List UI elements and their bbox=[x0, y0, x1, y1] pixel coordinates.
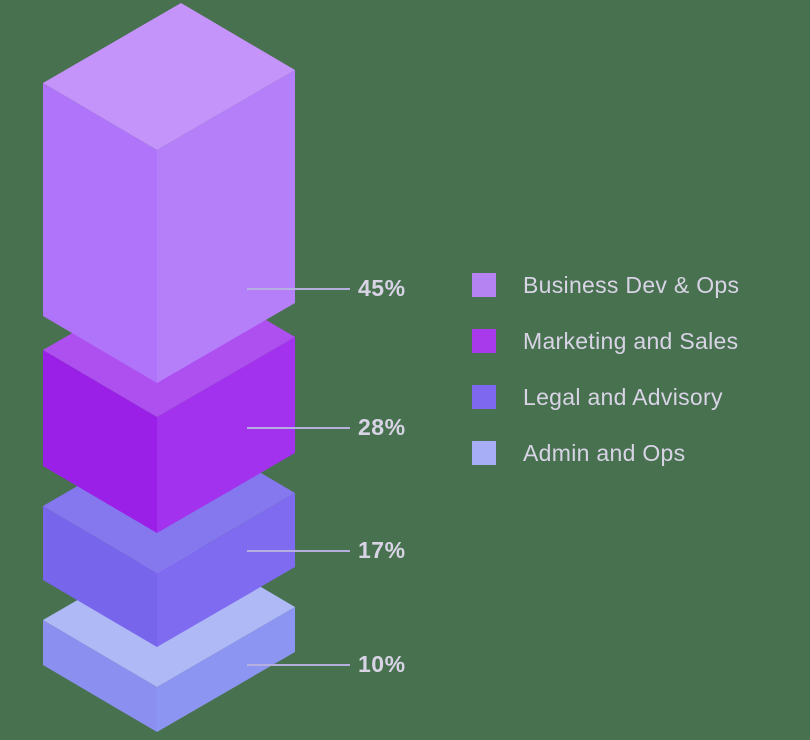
percent-label-legal-advisory: 17% bbox=[358, 537, 406, 563]
percent-label-marketing-sales: 28% bbox=[358, 414, 406, 440]
segment-0-top-face bbox=[43, 3, 295, 150]
legend: Business Dev & Ops Marketing and Sales L… bbox=[472, 271, 740, 466]
legend-swatch-admin-ops bbox=[472, 441, 496, 465]
segment-0-left-face bbox=[43, 83, 157, 383]
segment-0-right-face bbox=[157, 70, 295, 383]
legend-label-marketing-sales: Marketing and Sales bbox=[523, 327, 739, 354]
percent-label-business-dev-ops: 45% bbox=[358, 275, 406, 301]
legend-item-legal-advisory: Legal and Advisory bbox=[472, 383, 739, 410]
legend-item-marketing-sales: Marketing and Sales bbox=[472, 327, 739, 354]
legend-item-business-dev-ops: Business Dev & Ops bbox=[472, 271, 740, 298]
segment-1-left-face bbox=[43, 350, 157, 533]
legend-label-legal-advisory: Legal and Advisory bbox=[523, 383, 723, 410]
legend-item-admin-ops: Admin and Ops bbox=[472, 439, 739, 466]
segment-2-right-face bbox=[157, 493, 295, 647]
legend-label-admin-ops: Admin and Ops bbox=[523, 439, 686, 466]
legend-swatch-marketing-sales bbox=[472, 329, 496, 353]
segment-1-right-face bbox=[157, 337, 295, 533]
segment-3-right-face bbox=[157, 607, 295, 732]
legend-label-business-dev-ops: Business Dev & Ops bbox=[523, 271, 740, 298]
percent-label-admin-ops: 10% bbox=[358, 651, 406, 677]
legend-swatch-business-dev-ops bbox=[472, 273, 496, 297]
legend-swatch-legal-advisory bbox=[472, 385, 496, 409]
segment-2-left-face bbox=[43, 506, 157, 647]
segment-3-left-face bbox=[43, 620, 157, 732]
